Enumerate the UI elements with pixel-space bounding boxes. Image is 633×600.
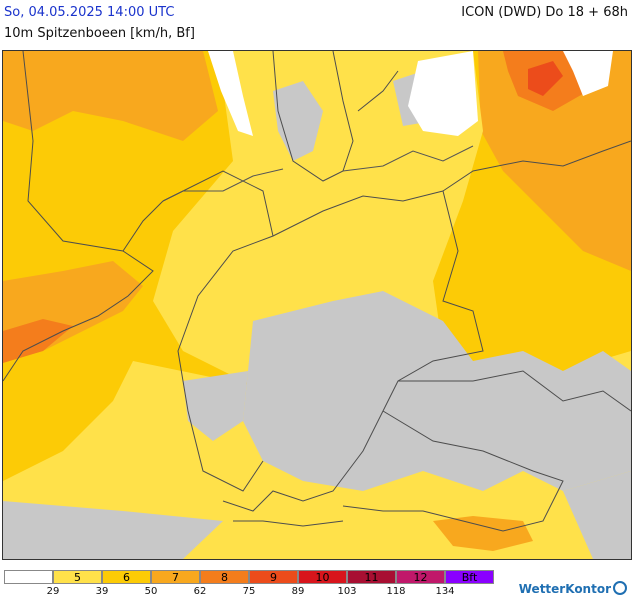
legend-band-5: 9: [249, 570, 298, 584]
legend-band-8: 12: [396, 570, 445, 584]
legend-band-7: 11: [347, 570, 396, 584]
legend-tick-5: 89: [291, 586, 305, 597]
legend-tick-1: 39: [95, 586, 109, 597]
legend-band-0: [4, 570, 53, 584]
legend-band-6: 10: [298, 570, 347, 584]
legend-tick-4: 75: [242, 586, 256, 597]
parameter-title: 10m Spitzenboeen [km/h, Bf]: [4, 26, 195, 41]
coastlines: [162, 145, 474, 202]
gust-zone-white-baltic: [408, 51, 478, 136]
legend-band-1: 5: [53, 570, 102, 584]
gust-zone-calm-jutland: [273, 81, 323, 161]
wetterkontor-logo: WetterKontor: [519, 581, 627, 596]
gust-zone-calm-southwest: [3, 501, 223, 559]
gust-zone-bft8-channel: [3, 319, 73, 363]
legend-band-3: 7: [151, 570, 200, 584]
legend-tick-8: 134: [435, 586, 455, 597]
gust-zone-bft7-northsea: [3, 51, 218, 141]
legend-tick-0: 29: [46, 586, 60, 597]
country-borders: [3, 51, 631, 532]
model-run: ICON (DWD) Do 18 + 68h: [461, 5, 628, 20]
gust-zone-calm-east: [563, 471, 631, 559]
legend-band-2: 6: [102, 570, 151, 584]
legend-band-9: Bft: [445, 570, 494, 584]
gust-zone-bft9-poland: [528, 61, 563, 96]
gust-zone-bft7-poland: [478, 51, 631, 271]
brand-mark-icon: [613, 581, 627, 595]
legend-tick-3: 62: [193, 586, 207, 597]
map-canvas: [3, 51, 631, 559]
legend-band-4: 8: [200, 570, 249, 584]
gust-zone-bft7-alps: [433, 516, 533, 551]
gust-zone-white-northeast: [563, 51, 613, 96]
gust-zone-calm-central: [243, 291, 631, 491]
legend-tick-2: 50: [144, 586, 158, 597]
wind-gust-map: [2, 50, 632, 560]
gust-zone-calm-west: [183, 371, 248, 441]
legend-tick-7: 118: [386, 586, 406, 597]
gust-zone-white-northsea: [208, 51, 253, 136]
brand-name: WetterKontor: [518, 582, 611, 596]
legend-tick-6: 103: [337, 586, 357, 597]
valid-time: So, 04.05.2025 14:00 UTC: [4, 5, 175, 20]
